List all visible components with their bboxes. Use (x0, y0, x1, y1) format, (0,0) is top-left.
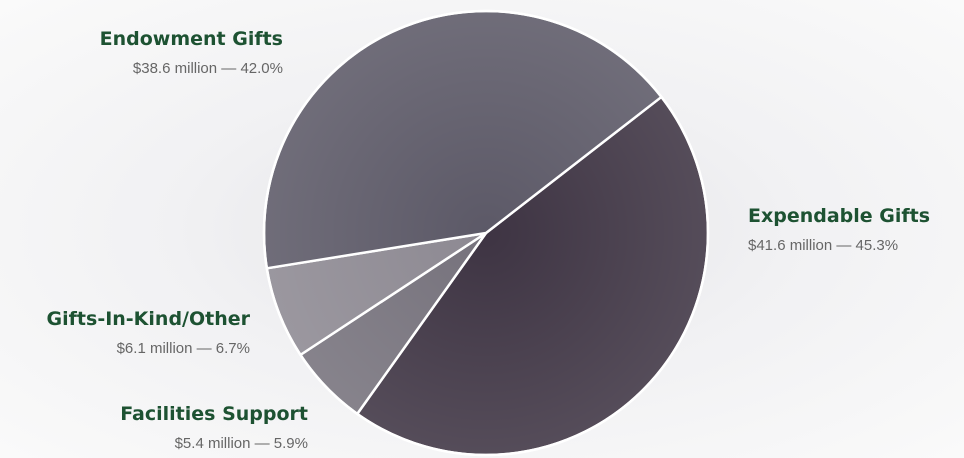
slice-value: $5.4 million — 5.9% (175, 435, 308, 452)
slice-name: Endowment Gifts (100, 28, 283, 50)
slice-name: Facilities Support (120, 403, 308, 425)
pie-sheen (264, 11, 708, 455)
slice-value: $38.6 million — 42.0% (133, 60, 283, 77)
slice-name: Gifts-In-Kind/Other (47, 308, 251, 330)
slice-name: Expendable Gifts (748, 205, 930, 227)
pie (264, 11, 708, 455)
chart: Expendable Gifts $41.6 million — 45.3% Fac… (0, 0, 964, 458)
page: {"chart_data": {"type": "pie", "categori… (0, 0, 964, 458)
slice-value: $6.1 million — 6.7% (117, 340, 250, 357)
slice-value: $41.6 million — 45.3% (748, 237, 898, 254)
